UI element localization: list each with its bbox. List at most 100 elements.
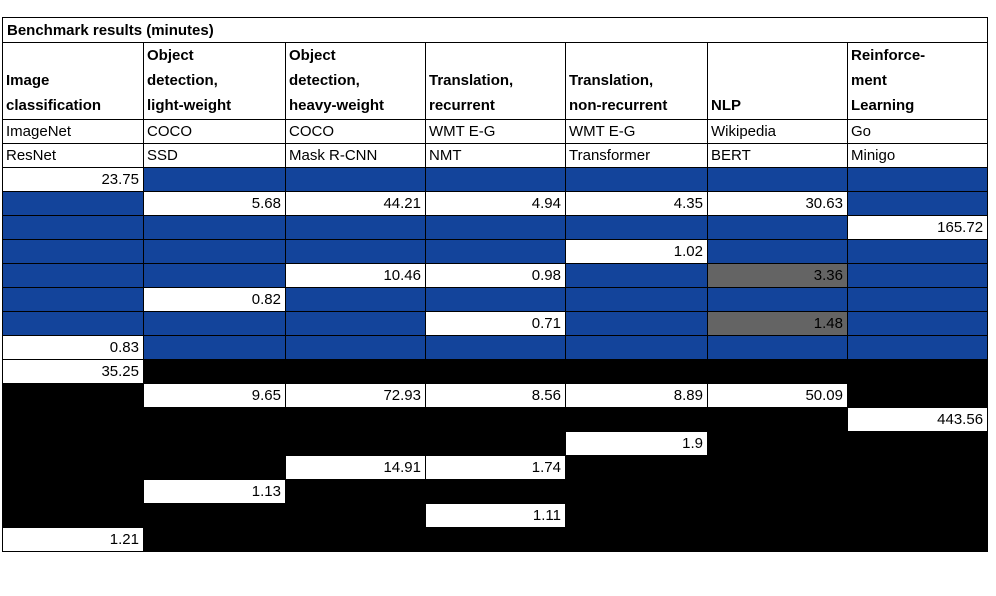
value-cell[interactable]: 14.91 [285, 455, 426, 480]
empty-cell[interactable] [425, 239, 566, 264]
empty-cell[interactable] [143, 455, 286, 480]
empty-cell[interactable] [565, 359, 708, 384]
empty-cell[interactable] [285, 215, 426, 240]
empty-cell[interactable] [2, 311, 144, 336]
value-cell[interactable]: 9.65 [143, 383, 286, 408]
empty-cell[interactable] [285, 431, 426, 456]
empty-cell[interactable] [565, 263, 708, 288]
value-cell[interactable]: 1.13 [143, 479, 286, 504]
empty-cell[interactable] [425, 167, 566, 192]
empty-cell[interactable] [285, 287, 426, 312]
empty-cell[interactable] [285, 311, 426, 336]
empty-cell[interactable] [2, 239, 144, 264]
empty-cell[interactable] [285, 167, 426, 192]
column-header-object-detection-light[interactable]: Object detection, light-weight [143, 42, 286, 120]
empty-cell[interactable] [707, 431, 848, 456]
empty-cell[interactable] [425, 431, 566, 456]
empty-cell[interactable] [565, 167, 708, 192]
value-cell[interactable]: 8.89 [565, 383, 708, 408]
empty-cell[interactable] [846, 239, 989, 264]
table-title[interactable]: Benchmark results (minutes) [1, 17, 989, 43]
empty-cell[interactable] [143, 431, 286, 456]
empty-cell[interactable] [285, 407, 426, 432]
empty-cell[interactable] [2, 215, 144, 240]
empty-cell[interactable] [707, 215, 848, 240]
empty-cell[interactable] [425, 215, 566, 240]
empty-cell[interactable] [846, 455, 989, 480]
empty-cell[interactable] [2, 479, 144, 504]
empty-cell[interactable] [2, 455, 144, 480]
empty-cell[interactable] [707, 479, 848, 504]
empty-cell[interactable] [846, 479, 989, 504]
empty-cell[interactable] [143, 407, 286, 432]
empty-cell[interactable] [425, 359, 566, 384]
empty-cell[interactable] [565, 311, 708, 336]
empty-cell[interactable] [565, 287, 708, 312]
value-cell[interactable]: 4.35 [565, 191, 708, 216]
empty-cell[interactable] [425, 527, 566, 552]
empty-cell[interactable] [846, 503, 989, 528]
dataset-cell-wmt-non-recurrent[interactable]: WMT E-G [565, 119, 708, 144]
empty-cell[interactable] [143, 167, 286, 192]
empty-cell[interactable] [565, 335, 708, 360]
empty-cell[interactable] [285, 479, 426, 504]
empty-cell[interactable] [707, 407, 848, 432]
model-cell-minigo[interactable]: Minigo [846, 143, 989, 168]
empty-cell[interactable] [707, 455, 848, 480]
value-cell[interactable]: 30.63 [707, 191, 848, 216]
value-cell-highlighted[interactable]: 1.48 [707, 311, 848, 336]
dataset-cell-coco-light[interactable]: COCO [143, 119, 286, 144]
empty-cell[interactable] [143, 311, 286, 336]
empty-cell[interactable] [285, 239, 426, 264]
empty-cell[interactable] [285, 503, 426, 528]
value-cell[interactable]: 8.56 [425, 383, 566, 408]
model-cell-ssd[interactable]: SSD [143, 143, 286, 168]
model-cell-nmt[interactable]: NMT [425, 143, 566, 168]
empty-cell[interactable] [707, 239, 848, 264]
empty-cell[interactable] [846, 167, 989, 192]
empty-cell[interactable] [285, 335, 426, 360]
value-cell[interactable]: 0.98 [425, 263, 566, 288]
value-cell[interactable]: 72.93 [285, 383, 426, 408]
empty-cell[interactable] [846, 527, 989, 552]
value-cell[interactable]: 1.02 [565, 239, 708, 264]
empty-cell[interactable] [143, 263, 286, 288]
dataset-cell-wikipedia[interactable]: Wikipedia [707, 119, 848, 144]
empty-cell[interactable] [565, 503, 708, 528]
value-cell[interactable]: 1.9 [565, 431, 708, 456]
empty-cell[interactable] [846, 359, 989, 384]
dataset-cell-go[interactable]: Go [846, 119, 989, 144]
empty-cell[interactable] [846, 263, 989, 288]
empty-cell[interactable] [2, 407, 144, 432]
column-header-translation-non-recurrent[interactable]: Translation, non-recurrent [565, 42, 708, 120]
value-cell[interactable]: 4.94 [425, 191, 566, 216]
dataset-cell-imagenet[interactable]: ImageNet [2, 119, 144, 144]
value-cell[interactable]: 165.72 [846, 215, 989, 240]
empty-cell[interactable] [2, 263, 144, 288]
empty-cell[interactable] [143, 215, 286, 240]
column-header-image-classification[interactable]: Image classification [2, 42, 144, 120]
empty-cell[interactable] [707, 287, 848, 312]
value-cell[interactable]: 443.56 [846, 407, 989, 432]
empty-cell[interactable] [143, 359, 286, 384]
value-cell[interactable]: 0.71 [425, 311, 566, 336]
empty-cell[interactable] [425, 335, 566, 360]
column-header-reinforcement-learning[interactable]: Reinforce- ment Learning [846, 42, 989, 120]
empty-cell[interactable] [707, 167, 848, 192]
value-cell[interactable]: 35.25 [2, 359, 144, 384]
column-header-nlp[interactable]: NLP [707, 42, 848, 120]
empty-cell[interactable] [565, 479, 708, 504]
value-cell[interactable]: 0.82 [143, 287, 286, 312]
empty-cell[interactable] [565, 215, 708, 240]
empty-cell[interactable] [707, 359, 848, 384]
model-cell-transformer[interactable]: Transformer [565, 143, 708, 168]
value-cell[interactable]: 1.21 [2, 527, 144, 552]
empty-cell[interactable] [425, 287, 566, 312]
value-cell[interactable]: 5.68 [143, 191, 286, 216]
empty-cell[interactable] [425, 479, 566, 504]
value-cell[interactable]: 50.09 [707, 383, 848, 408]
empty-cell[interactable] [565, 455, 708, 480]
empty-cell[interactable] [565, 527, 708, 552]
empty-cell[interactable] [707, 335, 848, 360]
empty-cell[interactable] [846, 191, 989, 216]
